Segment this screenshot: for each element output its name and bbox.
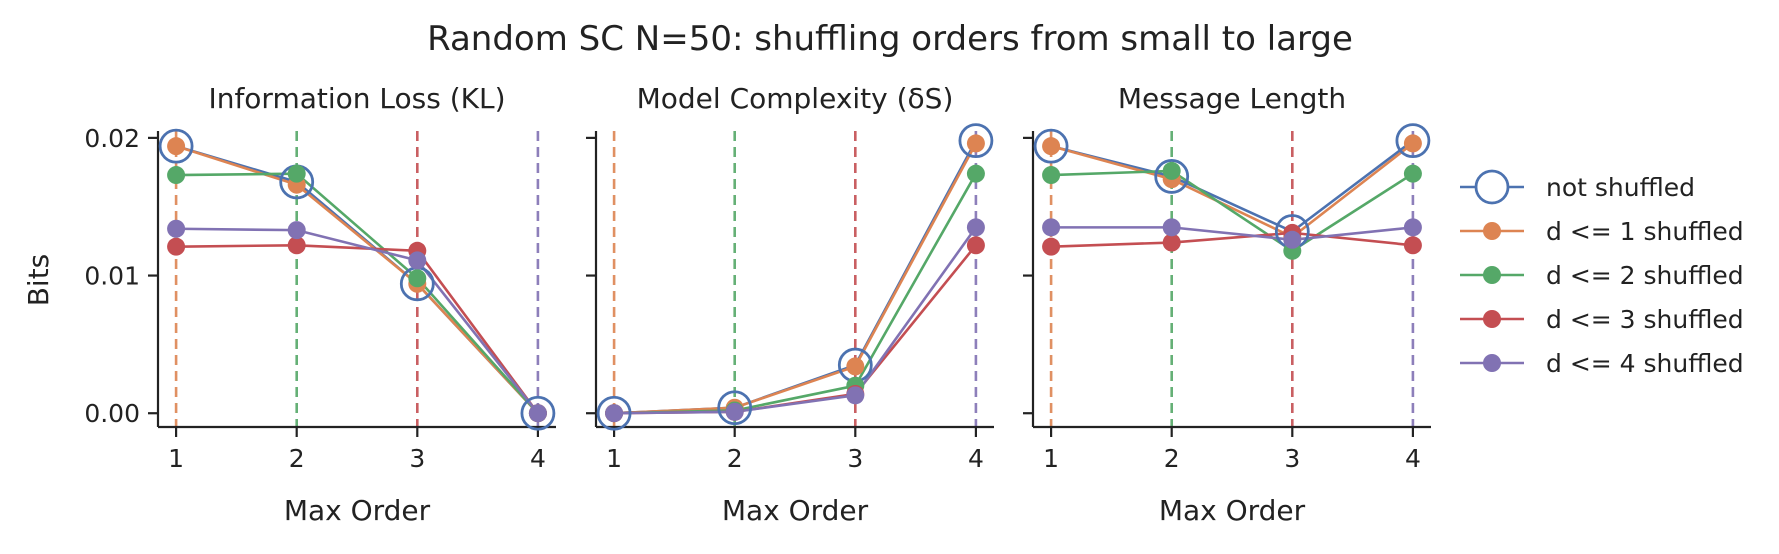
- legend-marker: [1483, 310, 1501, 328]
- legend-item: d <= 4 shuffled: [1460, 349, 1744, 378]
- data-point: [1042, 166, 1061, 185]
- data-point: [167, 237, 186, 256]
- data-point: [966, 236, 985, 255]
- data-point: [287, 221, 306, 240]
- x-tick-label: 3: [1284, 444, 1300, 473]
- series-line: [1050, 139, 1414, 234]
- series-line: [614, 173, 978, 415]
- data-point: [1042, 137, 1061, 156]
- x-tick-label: 1: [168, 444, 184, 473]
- data-point: [1403, 134, 1422, 153]
- series-line: [1050, 142, 1414, 239]
- data-point: [1403, 236, 1422, 255]
- legend-marker: [1474, 169, 1510, 205]
- legend-marker: [1483, 354, 1501, 372]
- y-tick-label: 0.01: [84, 262, 140, 291]
- x-tick-label: 1: [1043, 444, 1059, 473]
- series-line: [614, 142, 978, 415]
- data-point: [846, 357, 865, 376]
- series-line: [175, 144, 539, 415]
- data-point: [966, 164, 985, 183]
- series-line: [175, 144, 539, 415]
- data-point: [966, 134, 985, 153]
- legend-marker: [1483, 222, 1501, 240]
- series-line: [1051, 226, 1414, 242]
- data-point-open: [1154, 159, 1190, 194]
- data-point-open: [520, 395, 556, 431]
- x-tick-label: 1: [606, 444, 622, 473]
- x-axis-label: Max Order: [284, 494, 431, 527]
- panel-1: Information Loss (KL) 0.00 0.01 0.02 1 2 3 4 Max…: [84, 82, 556, 527]
- legend-label: d <= 4 shuffled: [1546, 349, 1744, 378]
- data-point: [287, 164, 306, 183]
- data-point: [408, 251, 427, 270]
- legend-label: not shuffled: [1546, 173, 1695, 202]
- data-point: [605, 404, 624, 423]
- data-point: [528, 404, 547, 423]
- data-point: [167, 219, 186, 238]
- panel-2: Model Complexity (δS) 1 2 3 4 Max Order: [586, 82, 994, 527]
- data-point: [1403, 164, 1422, 183]
- x-tick-label: 3: [847, 444, 863, 473]
- x-tick-label: 4: [968, 444, 984, 473]
- data-point-open: [1395, 123, 1431, 159]
- y-tick-label: 0.00: [84, 399, 140, 428]
- data-point-open: [596, 395, 632, 431]
- data-point: [287, 236, 306, 255]
- x-tick-label: 2: [289, 444, 305, 473]
- panel-title: Information Loss (KL): [208, 82, 505, 115]
- x-tick-label: 4: [530, 444, 546, 473]
- panel-title: Model Complexity (δS): [637, 82, 954, 115]
- series-line: [1051, 169, 1414, 253]
- legend-label: d <= 3 shuffled: [1546, 305, 1744, 334]
- data-point-open: [958, 123, 994, 159]
- data-point: [408, 269, 427, 288]
- series-line: [176, 227, 539, 415]
- figure-title: Random SC N=50: shuffling orders from sm…: [427, 19, 1353, 59]
- legend: not shuffled d <= 1 shuffled d <= 2 shuffl…: [1460, 169, 1744, 378]
- x-tick-label: 3: [409, 444, 425, 473]
- legend-marker: [1483, 266, 1501, 284]
- x-axis-label: Max Order: [1159, 494, 1306, 527]
- legend-item: not shuffled: [1460, 169, 1695, 205]
- y-tick-label: 0.02: [84, 124, 140, 153]
- x-axis-label: Max Order: [722, 494, 869, 527]
- panels: Information Loss (KL) 0.00 0.01 0.02 1 2 3 4 Max…: [84, 82, 1431, 527]
- data-point: [1162, 233, 1181, 252]
- legend-item: d <= 1 shuffled: [1460, 217, 1744, 246]
- data-point: [1042, 237, 1061, 256]
- data-point-open: [158, 128, 194, 164]
- x-tick-label: 2: [1164, 444, 1180, 473]
- data-point-open: [1033, 128, 1069, 164]
- data-point: [1162, 218, 1181, 237]
- data-point: [1403, 218, 1422, 237]
- data-point-open: [717, 390, 753, 426]
- data-point: [167, 137, 186, 156]
- data-point: [1283, 230, 1302, 249]
- data-point: [966, 218, 985, 237]
- data-point: [725, 402, 744, 421]
- series-line: [614, 140, 978, 415]
- series-line: [176, 172, 539, 415]
- x-tick-label: 2: [727, 444, 743, 473]
- legend-item: d <= 2 shuffled: [1460, 261, 1744, 290]
- panel-3: Message Length 1 2 3 4 Max Order: [1023, 82, 1431, 527]
- data-point: [167, 166, 186, 185]
- data-point: [1042, 218, 1061, 237]
- data-point: [1162, 161, 1181, 180]
- legend-label: d <= 2 shuffled: [1546, 261, 1744, 290]
- series-line: [614, 226, 977, 415]
- series-line: [176, 243, 539, 415]
- series-line: [1051, 231, 1414, 248]
- y-axis-label: Bits: [22, 254, 55, 307]
- panel-title: Message Length: [1118, 82, 1346, 115]
- legend-label: d <= 1 shuffled: [1546, 217, 1744, 246]
- legend-item: d <= 3 shuffled: [1460, 305, 1744, 334]
- data-point: [846, 386, 865, 405]
- x-tick-label: 4: [1405, 444, 1421, 473]
